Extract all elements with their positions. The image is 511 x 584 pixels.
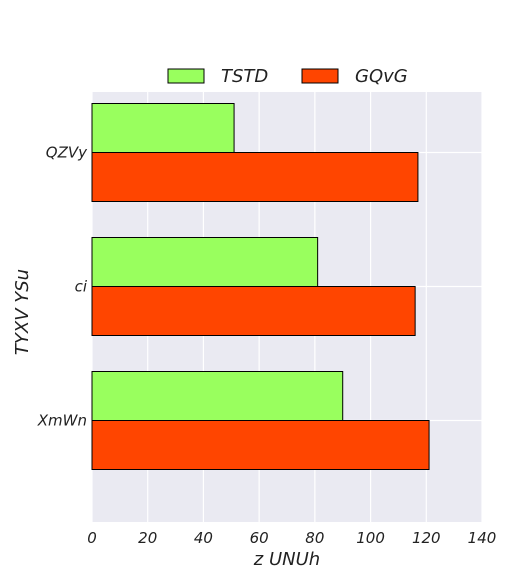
bar-GQvG-XmWn (91, 420, 430, 470)
bar-TSTD-XmWn (91, 371, 344, 421)
x-tick-label: 0 (87, 529, 97, 547)
x-axis-title: z UNUh (253, 549, 320, 570)
bar-GQvG-ci (91, 286, 416, 336)
bars (91, 103, 430, 470)
x-tick-label: 120 (412, 529, 441, 547)
y-axis-title: TYXV YSu (12, 269, 33, 355)
y-tick-label: ci (75, 278, 88, 296)
x-tick-labels: 0 20 40 60 80 100 120 140 (87, 529, 496, 547)
legend-swatch-GQvG (301, 68, 339, 84)
legend: TSTD GQvG (167, 66, 408, 87)
x-tick-label: 140 (468, 529, 497, 547)
bar-GQvG-QZVy (91, 152, 419, 202)
legend-label-TSTD: TSTD (221, 66, 268, 87)
legend-swatch-TSTD (167, 68, 205, 84)
x-tick-label: 100 (356, 529, 385, 547)
bar-TSTD-QZVy (91, 103, 235, 153)
x-tick-label: 20 (138, 529, 157, 547)
y-tick-labels: QZVy ci XmWn (37, 144, 88, 430)
legend-label-GQvG: GQvG (355, 66, 408, 87)
x-tick-label: 40 (194, 529, 213, 547)
y-tick-label: QZVy (46, 144, 88, 162)
x-tick-label: 80 (305, 529, 324, 547)
y-tick-label: XmWn (37, 412, 87, 430)
bar-TSTD-ci (91, 237, 319, 287)
x-tick-label: 60 (250, 529, 269, 547)
